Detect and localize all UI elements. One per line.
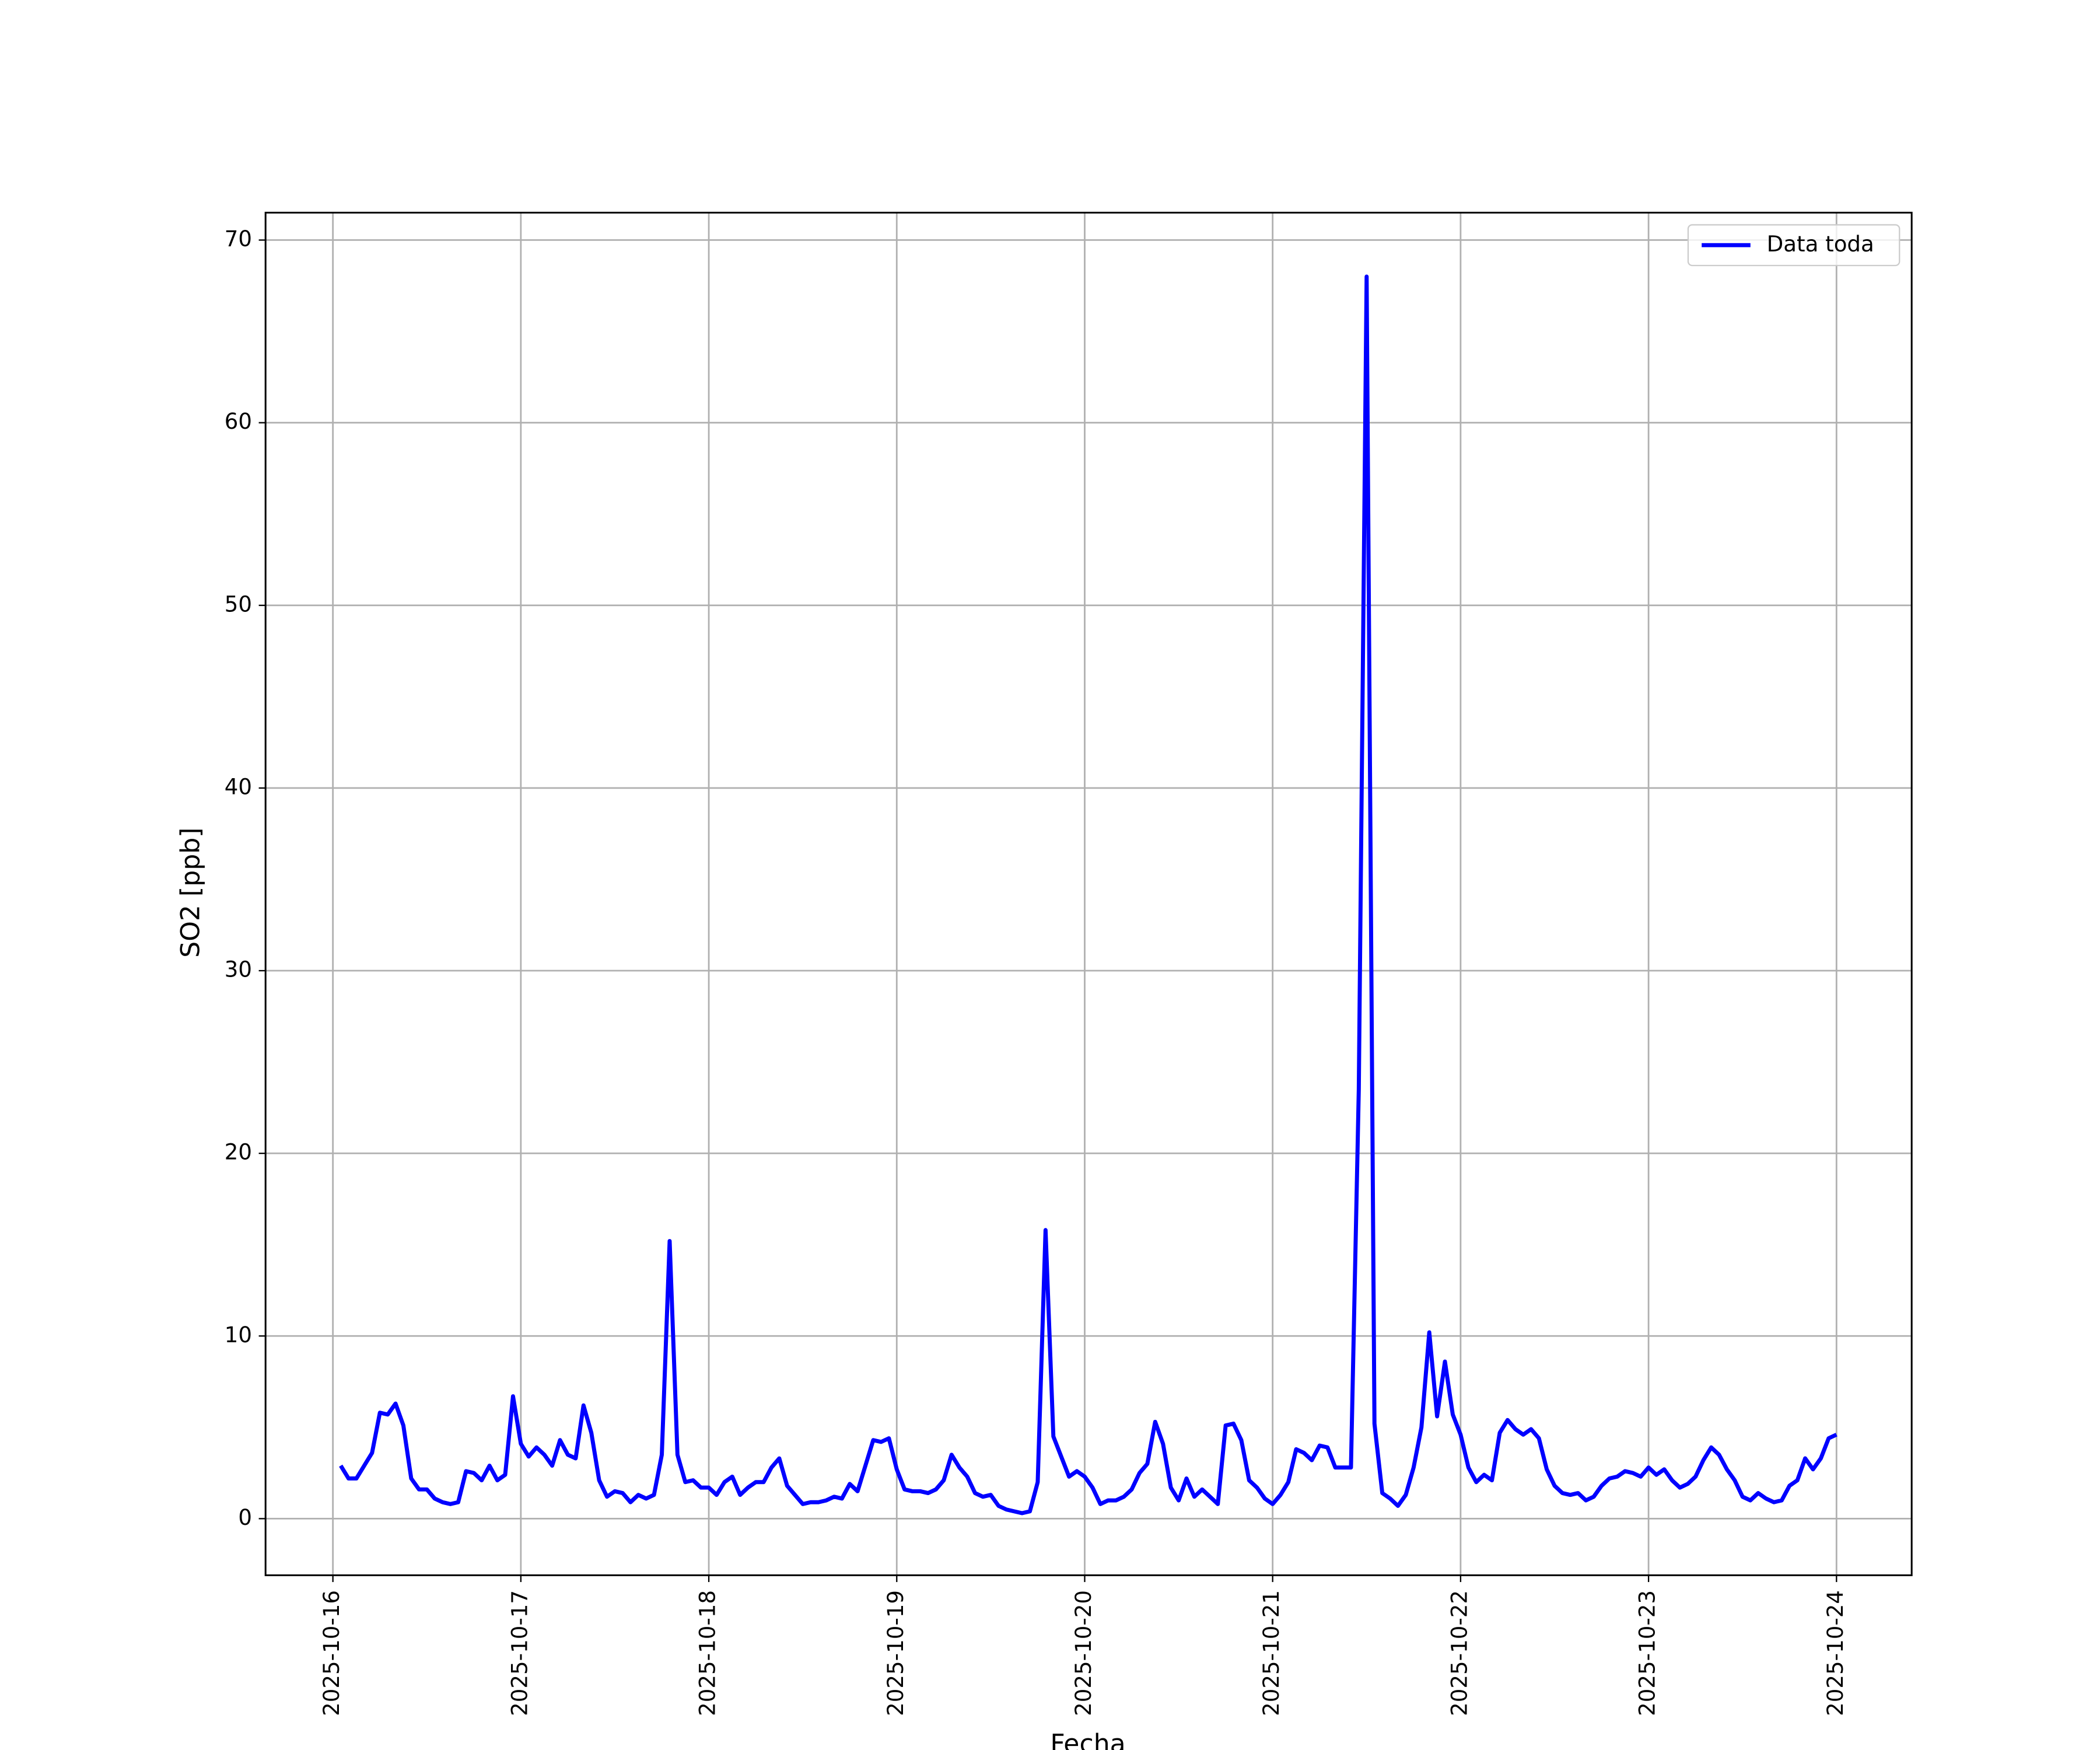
x-axis-label: Fecha	[1050, 1730, 1125, 1750]
x-tick-label: 2025-10-24	[1823, 1590, 1848, 1716]
y-tick-label: 30	[225, 957, 252, 982]
x-tick-label: 2025-10-20	[1071, 1590, 1096, 1716]
legend-box	[1687, 224, 1901, 267]
x-tick-label: 2025-10-17	[507, 1590, 532, 1716]
series-line	[339, 274, 1838, 1516]
x-tick-label: 2025-10-22	[1447, 1590, 1472, 1716]
x-tick-label: 2025-10-23	[1635, 1590, 1660, 1716]
y-tick-label: 10	[225, 1322, 252, 1348]
legend: Data toda	[1687, 224, 1901, 267]
y-tick-label: 70	[225, 226, 252, 251]
x-tick-label: 2025-10-18	[695, 1590, 720, 1716]
y-axis-label: SO2 [ppb]	[176, 828, 205, 958]
y-tick-label: 40	[225, 774, 252, 799]
x-tick-label: 2025-10-19	[883, 1590, 908, 1716]
y-tick-label: 50	[225, 592, 252, 617]
y-tick-label: 60	[225, 409, 252, 434]
legend-label: Data toda	[1767, 232, 1874, 257]
x-tick-label: 2025-10-21	[1259, 1590, 1284, 1716]
y-tick-label: 20	[225, 1140, 252, 1165]
y-tick-label: 0	[238, 1505, 252, 1530]
x-tick-label: 2025-10-16	[319, 1590, 344, 1716]
plot-frame	[264, 212, 1913, 1576]
